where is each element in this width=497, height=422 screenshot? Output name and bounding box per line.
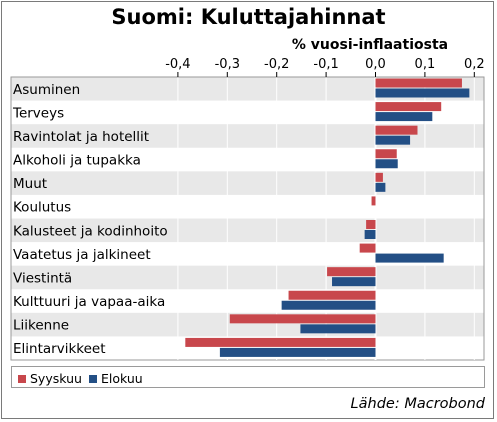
legend-item-syyskuu: Syyskuu xyxy=(18,371,82,386)
bar-syyskuu xyxy=(366,220,376,229)
bar-syyskuu xyxy=(375,149,397,159)
category-label: Kulttuuri ja vapaa-aika xyxy=(13,294,165,310)
bar-elokuu xyxy=(375,253,444,263)
bar-syyskuu xyxy=(327,267,376,277)
legend-label-elokuu: Elokuu xyxy=(101,371,143,386)
bar-elokuu xyxy=(281,300,376,310)
legend: Syyskuu Elokuu xyxy=(11,366,485,388)
bar-syyskuu xyxy=(375,172,383,182)
row-band xyxy=(11,77,484,101)
bar-syyskuu xyxy=(185,337,376,347)
legend-swatch-syyskuu xyxy=(18,374,26,383)
x-tick-label: -0,2 xyxy=(264,57,289,72)
legend-label-syyskuu: Syyskuu xyxy=(30,371,82,386)
category-label: Terveys xyxy=(12,105,64,121)
x-tick-label: 0,0 xyxy=(365,57,386,72)
category-label: Alkoholi ja tupakka xyxy=(13,153,141,169)
bar-elokuu xyxy=(375,182,386,192)
row-band xyxy=(11,171,484,195)
category-label: Viestintä xyxy=(13,270,72,286)
bar-syyskuu xyxy=(375,125,418,135)
row-band xyxy=(11,124,484,148)
bar-syyskuu xyxy=(375,102,442,112)
bar-elokuu xyxy=(375,112,433,122)
bar-syyskuu xyxy=(371,196,376,206)
category-label: Asuminen xyxy=(13,82,80,98)
bar-syyskuu xyxy=(359,243,376,253)
x-tick-label: 0,1 xyxy=(415,57,436,72)
legend-swatch-elokuu xyxy=(89,374,97,383)
category-label: Ravintolat ja hotellit xyxy=(13,129,149,145)
row-band xyxy=(11,265,484,290)
bar-syyskuu xyxy=(375,78,462,88)
category-label: Kalusteet ja kodinhoito xyxy=(13,223,168,239)
category-label: Elintarvikkeet xyxy=(13,341,106,357)
bar-elokuu xyxy=(375,135,411,145)
bar-elokuu xyxy=(300,324,376,334)
bar-elokuu xyxy=(219,347,376,357)
legend-item-elokuu: Elokuu xyxy=(89,371,143,386)
source-note: Lähde: Macrobond xyxy=(350,396,485,412)
x-tick-label: -0,3 xyxy=(215,57,240,72)
chart-title: Suomi: Kuluttajahinnat xyxy=(111,5,386,29)
bar-elokuu xyxy=(332,277,376,287)
x-tick-label: -0,1 xyxy=(313,57,338,72)
category-label: Muut xyxy=(13,176,47,192)
bar-elokuu xyxy=(375,159,398,169)
bar-syyskuu xyxy=(288,290,376,300)
category-label: Liikenne xyxy=(13,318,69,334)
bar-syyskuu xyxy=(229,314,376,324)
category-label: Koulutus xyxy=(13,200,71,216)
x-tick-label: -0,4 xyxy=(165,57,190,72)
x-axis-title: % vuosi-inflaatiosta xyxy=(291,37,449,53)
bar-elokuu xyxy=(364,230,376,239)
bar-elokuu xyxy=(375,88,470,98)
x-tick-label: 0,2 xyxy=(464,57,485,72)
category-label: Vaatetus ja jalkineet xyxy=(13,247,151,263)
